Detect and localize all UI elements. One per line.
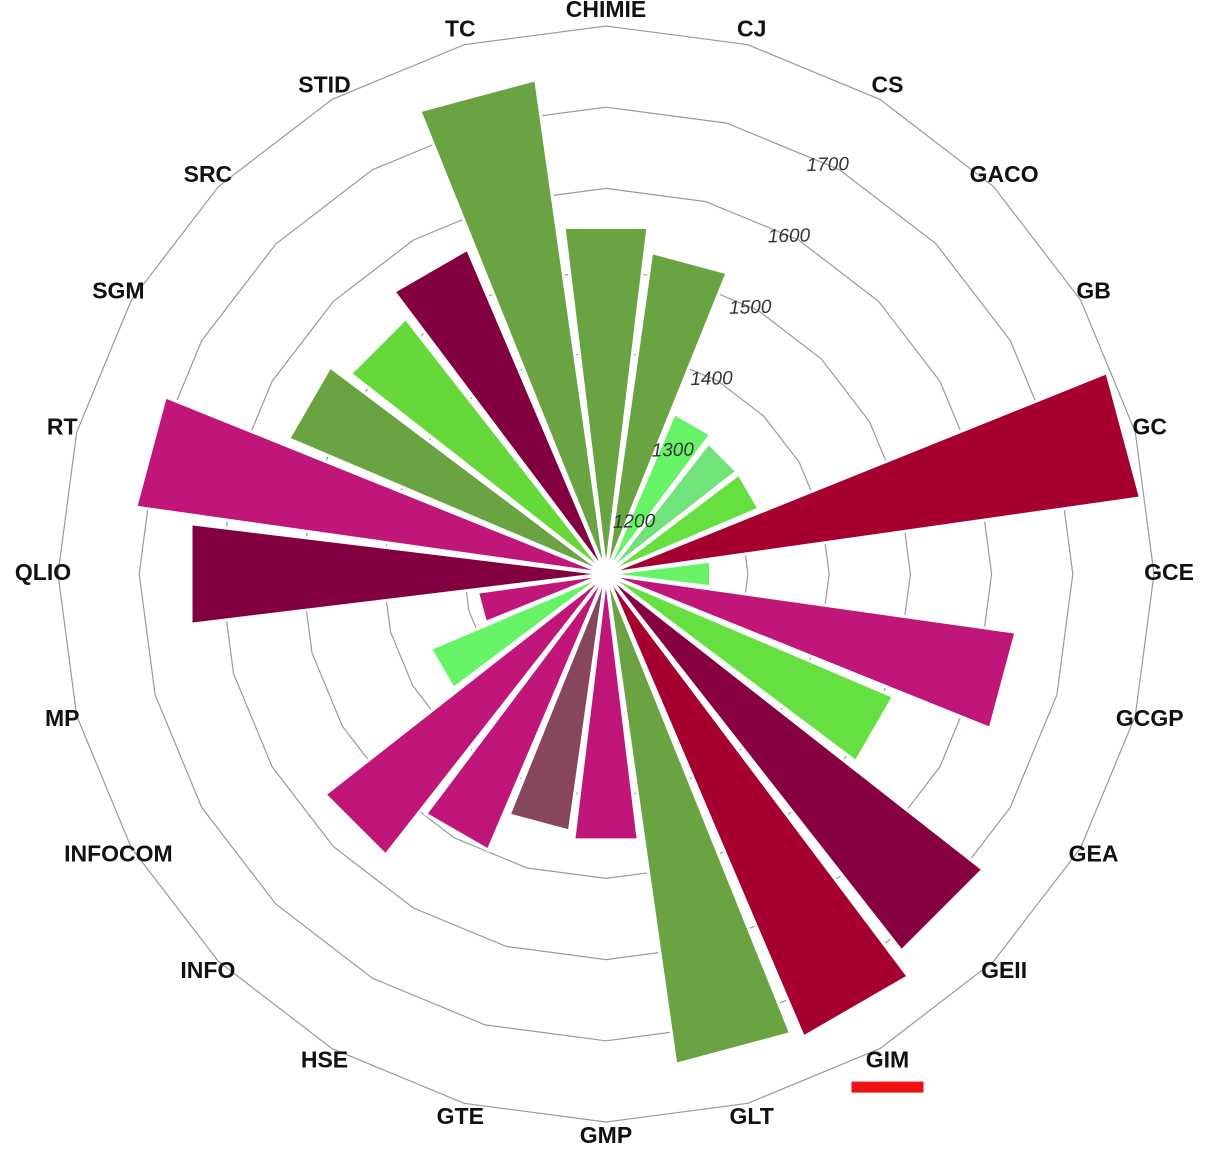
category-label-qlio: QLIO (15, 559, 71, 585)
category-label-gea: GEA (1069, 841, 1119, 867)
category-label-gc: GC (1133, 413, 1168, 439)
category-label-gaco: GACO (970, 161, 1039, 187)
category-label-sgm: SGM (92, 278, 144, 304)
bar-gcgp (607, 573, 1018, 731)
tick-label-1500: 1500 (729, 297, 772, 319)
bar-infocom (428, 573, 606, 691)
bar-rt (133, 394, 605, 575)
bar-gb (606, 471, 762, 575)
category-label-tc: TC (445, 15, 476, 41)
grid-rings (57, 25, 1155, 1123)
highlight-underline (851, 1081, 924, 1093)
grid-ring-4 (219, 187, 993, 961)
bar-hse (423, 574, 607, 853)
bar-gaco (606, 440, 740, 574)
category-label-infocom: INFOCOM (64, 841, 173, 867)
category-label-stid: STID (298, 71, 350, 97)
grid-ring-6 (57, 25, 1155, 1123)
category-label-rt: RT (47, 413, 78, 439)
bar-tc (417, 77, 607, 573)
tick-label-1200: 1200 (613, 511, 656, 533)
bar-gea (606, 573, 896, 764)
category-label-gte: GTE (437, 1103, 484, 1129)
category-label-cs: CS (872, 71, 904, 97)
bar-stid (391, 247, 607, 574)
bars (133, 77, 1143, 1067)
bar-info (322, 574, 606, 858)
bar-geii (606, 574, 986, 954)
bar-sgm (286, 364, 606, 575)
category-label-gim: GIM (866, 1047, 909, 1073)
category-label-gb: GB (1076, 278, 1111, 304)
category-label-gmp: GMP (580, 1122, 632, 1148)
bar-gmp (572, 575, 640, 842)
tick-label-1400: 1400 (690, 368, 733, 390)
category-label-cj: CJ (737, 15, 766, 41)
category-label-src: SRC (184, 161, 233, 187)
category-labels: CHIMIE CJ CS GACO GB GC GCE GCGP GEA GEII GIM GLT GM… (15, 0, 1194, 1148)
bar-mp (475, 573, 605, 625)
category-label-geii: GEII (981, 957, 1027, 983)
grid-ring-5 (138, 106, 1074, 1042)
category-label-gce: GCE (1144, 559, 1194, 585)
radial-tick-labels: 1200 1300 1400 1500 1600 1700 (613, 154, 850, 533)
tick-label-1600: 1600 (768, 225, 811, 247)
category-label-hse: HSE (301, 1047, 348, 1073)
bar-gc (607, 370, 1143, 575)
tick-label-1300: 1300 (651, 439, 694, 461)
bar-qlio (189, 522, 605, 626)
bar-src (348, 316, 606, 574)
bar-cs (605, 411, 713, 574)
bar-chimie (562, 226, 650, 573)
bar-glt (605, 575, 793, 1067)
center-hole (596, 564, 616, 584)
bar-gte (507, 575, 607, 833)
bar-gim (605, 574, 911, 1040)
category-label-chimie: CHIMIE (566, 0, 647, 22)
tick-label-1700: 1700 (806, 154, 849, 176)
category-label-gcgp: GCGP (1116, 705, 1184, 731)
category-label-info: INFO (180, 957, 235, 983)
category-label-mp: MP (45, 705, 80, 731)
bar-cj (605, 250, 730, 573)
category-label-glt: GLT (730, 1103, 774, 1129)
